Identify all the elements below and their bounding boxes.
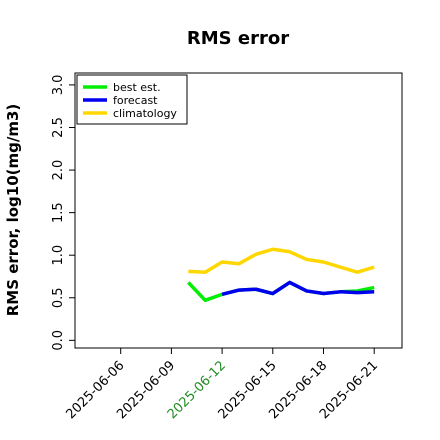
y-tick-label: 3.0	[51, 75, 66, 96]
y-tick-label: 0.5	[51, 287, 66, 308]
y-axis-label: RMS error, log10(mg/m3)	[4, 104, 22, 317]
series-line	[188, 247, 375, 274]
y-tick-label: 1.0	[51, 245, 66, 266]
legend-label: best est.	[113, 81, 161, 94]
y-tick-label: 1.5	[51, 202, 66, 223]
series-line	[221, 280, 375, 297]
legend-label: climatology	[113, 107, 177, 120]
chart-title: RMS error	[187, 28, 289, 49]
y-tick-label: 2.0	[51, 160, 66, 181]
y-tick-label: 0.0	[51, 330, 66, 351]
y-tick-label: 2.5	[51, 117, 66, 138]
legend-label: forecast	[113, 94, 158, 107]
plot-frame	[74, 72, 403, 349]
